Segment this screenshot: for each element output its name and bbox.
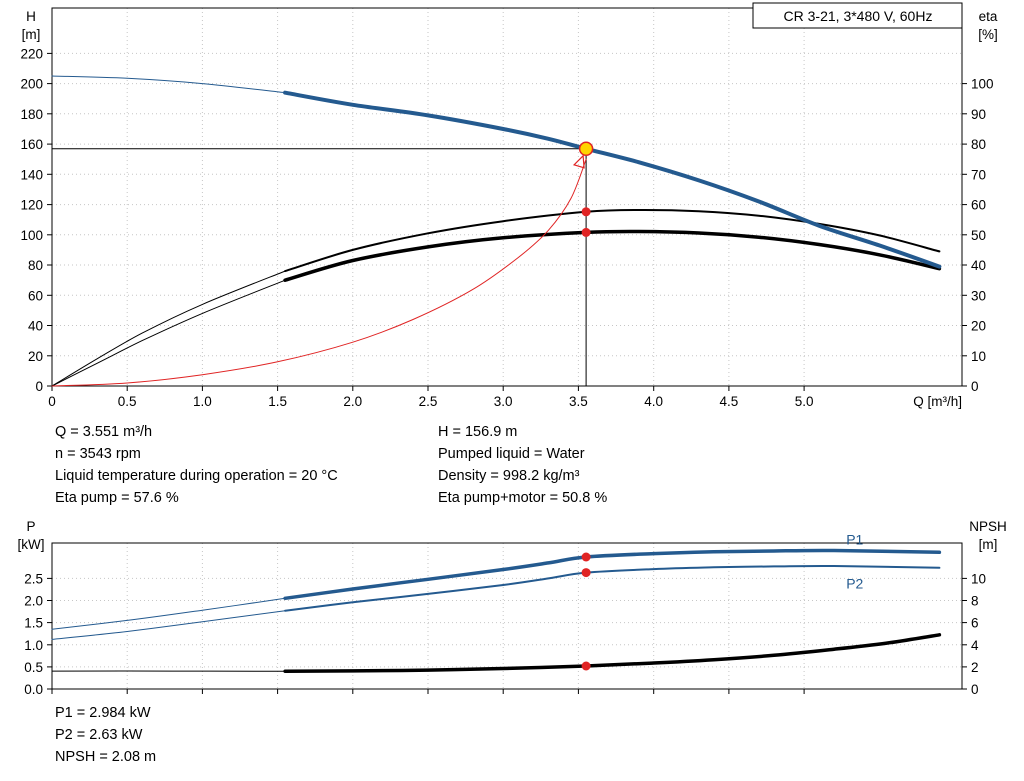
system-curve-arrow <box>572 154 585 169</box>
y-right-tick-label: 50 <box>971 228 986 243</box>
y-right-tick-label: 2 <box>971 660 979 675</box>
series-system-curve <box>51 158 587 387</box>
info-line-density: Density = 998.2 kg/m³ <box>438 468 580 484</box>
series-qh-thin <box>51 75 286 94</box>
y-left-tick-label: 20 <box>28 349 43 364</box>
qh-eta-chart: 0 20 40 60 80 100 120 140 160 180 200 220 0 10 20 30 40 5… <box>20 2 998 409</box>
y-left-tick-label: 100 <box>20 228 43 243</box>
y-right-tick-label: 20 <box>971 319 986 334</box>
title-box <box>752 2 963 29</box>
duty-point-marker[interactable] <box>578 141 594 157</box>
y-left-tick-label: 40 <box>28 319 43 334</box>
y-left-tick-label: 140 <box>20 167 43 182</box>
y-right-tick-label: 100 <box>971 77 994 92</box>
x-tick-label: 1.5 <box>268 394 287 409</box>
y-left-tick-label: 120 <box>20 198 43 213</box>
series-p2-thin <box>51 610 286 640</box>
info-line-flow: Q = 3.551 m³/h <box>55 424 153 440</box>
duty-point-info: Q = 3.551 m³/h n = 3543 rpm Liquid tempe… <box>55 421 607 509</box>
y-left-axis-label: [m] <box>22 27 41 42</box>
y-left-tick-label: 60 <box>28 288 43 303</box>
series-qh <box>283 90 942 269</box>
y-right-tick-label: 30 <box>971 288 986 303</box>
x-axis-label: Q [m³/h] <box>913 394 962 409</box>
series-p1-thin <box>51 597 286 630</box>
x-tick-label: 1.0 <box>193 394 212 409</box>
info-line-npsh: NPSH = 2.08 m <box>55 749 157 765</box>
x-tick-label: 5.0 <box>795 394 814 409</box>
y-right-tick-label: 4 <box>971 638 979 653</box>
y-left-axis-label: [kW] <box>18 537 45 552</box>
info-line-p2: P2 = 2.63 kW <box>55 727 143 743</box>
chart-title: CR 3-21, 3*480 V, 60Hz <box>784 8 933 24</box>
power-info: P1 = 2.984 kW P2 = 2.63 kW NPSH = 2.08 m <box>55 702 156 768</box>
y-right-tick-label: 90 <box>971 107 986 122</box>
series-p1 <box>283 548 942 601</box>
duty-info-column-right: H = 156.9 m Pumped liquid = Water Densit… <box>438 421 607 509</box>
x-tick-label: 3.0 <box>494 394 513 409</box>
curve-label-P2: P2 <box>846 576 863 592</box>
y-left-tick-label: 0.5 <box>24 660 43 675</box>
eta-pump-point <box>581 207 591 217</box>
x-tick-label: 2.5 <box>419 394 438 409</box>
series-npsh <box>283 633 942 674</box>
y-right-tick-label: 0 <box>971 379 979 394</box>
y-left-tick-label: 0 <box>35 379 43 394</box>
y-left-tick-label: 180 <box>20 107 43 122</box>
y-right-axis-label: NPSH <box>969 519 1007 534</box>
y-left-tick-label: 160 <box>20 137 43 152</box>
npsh-point <box>581 661 591 671</box>
x-tick-label: 0 <box>48 394 56 409</box>
power-npsh-chart: 0.0 0.5 1.0 1.5 2.0 2.5 0 2 4 6 8 10 P [kW] NPSH [m] P1 P… <box>18 519 1007 697</box>
info-line-eta-total: Eta pump+motor = 50.8 % <box>438 490 608 506</box>
y-right-tick-label: 10 <box>971 349 986 364</box>
y-right-tick-label: 0 <box>971 682 979 697</box>
series-eta-pump-motor <box>283 229 942 282</box>
y-left-tick-label: 2.5 <box>24 571 43 586</box>
x-tick-label: 2.0 <box>343 394 362 409</box>
info-line-speed: n = 3543 rpm <box>55 446 141 462</box>
series-eta-pump-motor-thin <box>51 279 286 387</box>
info-line-eta-pump: Eta pump = 57.6 % <box>55 490 179 506</box>
y-right-tick-label: 60 <box>971 198 986 213</box>
y-right-tick-label: 6 <box>971 616 979 631</box>
curve-label-P1: P1 <box>846 531 863 547</box>
y-left-tick-label: 1.5 <box>24 616 43 631</box>
plot-border <box>51 7 963 387</box>
info-line-temperature: Liquid temperature during operation = 20… <box>55 468 338 484</box>
p1-point <box>581 552 591 562</box>
y-right-axis-label: [%] <box>978 27 998 42</box>
series-eta-pump <box>284 208 941 273</box>
plot-border <box>51 542 963 690</box>
y-left-axis-label: H <box>26 9 36 24</box>
y-left-tick-label: 0.0 <box>24 682 43 697</box>
info-line-liquid: Pumped liquid = Water <box>438 446 585 462</box>
y-right-axis-label: eta <box>979 9 998 24</box>
y-right-axis-label: [m] <box>979 537 998 552</box>
y-right-tick-label: 8 <box>971 594 979 609</box>
info-line-head: H = 156.9 m <box>438 424 518 440</box>
y-left-tick-label: 80 <box>28 258 43 273</box>
y-right-tick-label: 40 <box>971 258 986 273</box>
x-tick-label: 0.5 <box>118 394 137 409</box>
series-eta-pump-thin <box>51 270 286 387</box>
info-line-p1: P1 = 2.984 kW <box>55 705 151 721</box>
y-left-tick-label: 220 <box>20 46 43 61</box>
y-right-tick-label: 70 <box>971 167 986 182</box>
x-tick-label: 4.0 <box>644 394 663 409</box>
y-right-tick-label: 80 <box>971 137 986 152</box>
y-right-tick-label: 10 <box>971 571 986 586</box>
y-left-axis-label: P <box>26 519 35 534</box>
p2-point <box>581 568 591 578</box>
x-tick-label: 3.5 <box>569 394 588 409</box>
duty-info-column-left: Q = 3.551 m³/h n = 3543 rpm Liquid tempe… <box>55 421 438 509</box>
y-left-tick-label: 200 <box>20 77 43 92</box>
y-left-tick-label: 2.0 <box>24 594 43 609</box>
series-p2 <box>284 564 941 612</box>
x-tick-label: 4.5 <box>720 394 739 409</box>
eta-pump-motor-point <box>581 227 591 237</box>
y-left-tick-label: 1.0 <box>24 638 43 653</box>
